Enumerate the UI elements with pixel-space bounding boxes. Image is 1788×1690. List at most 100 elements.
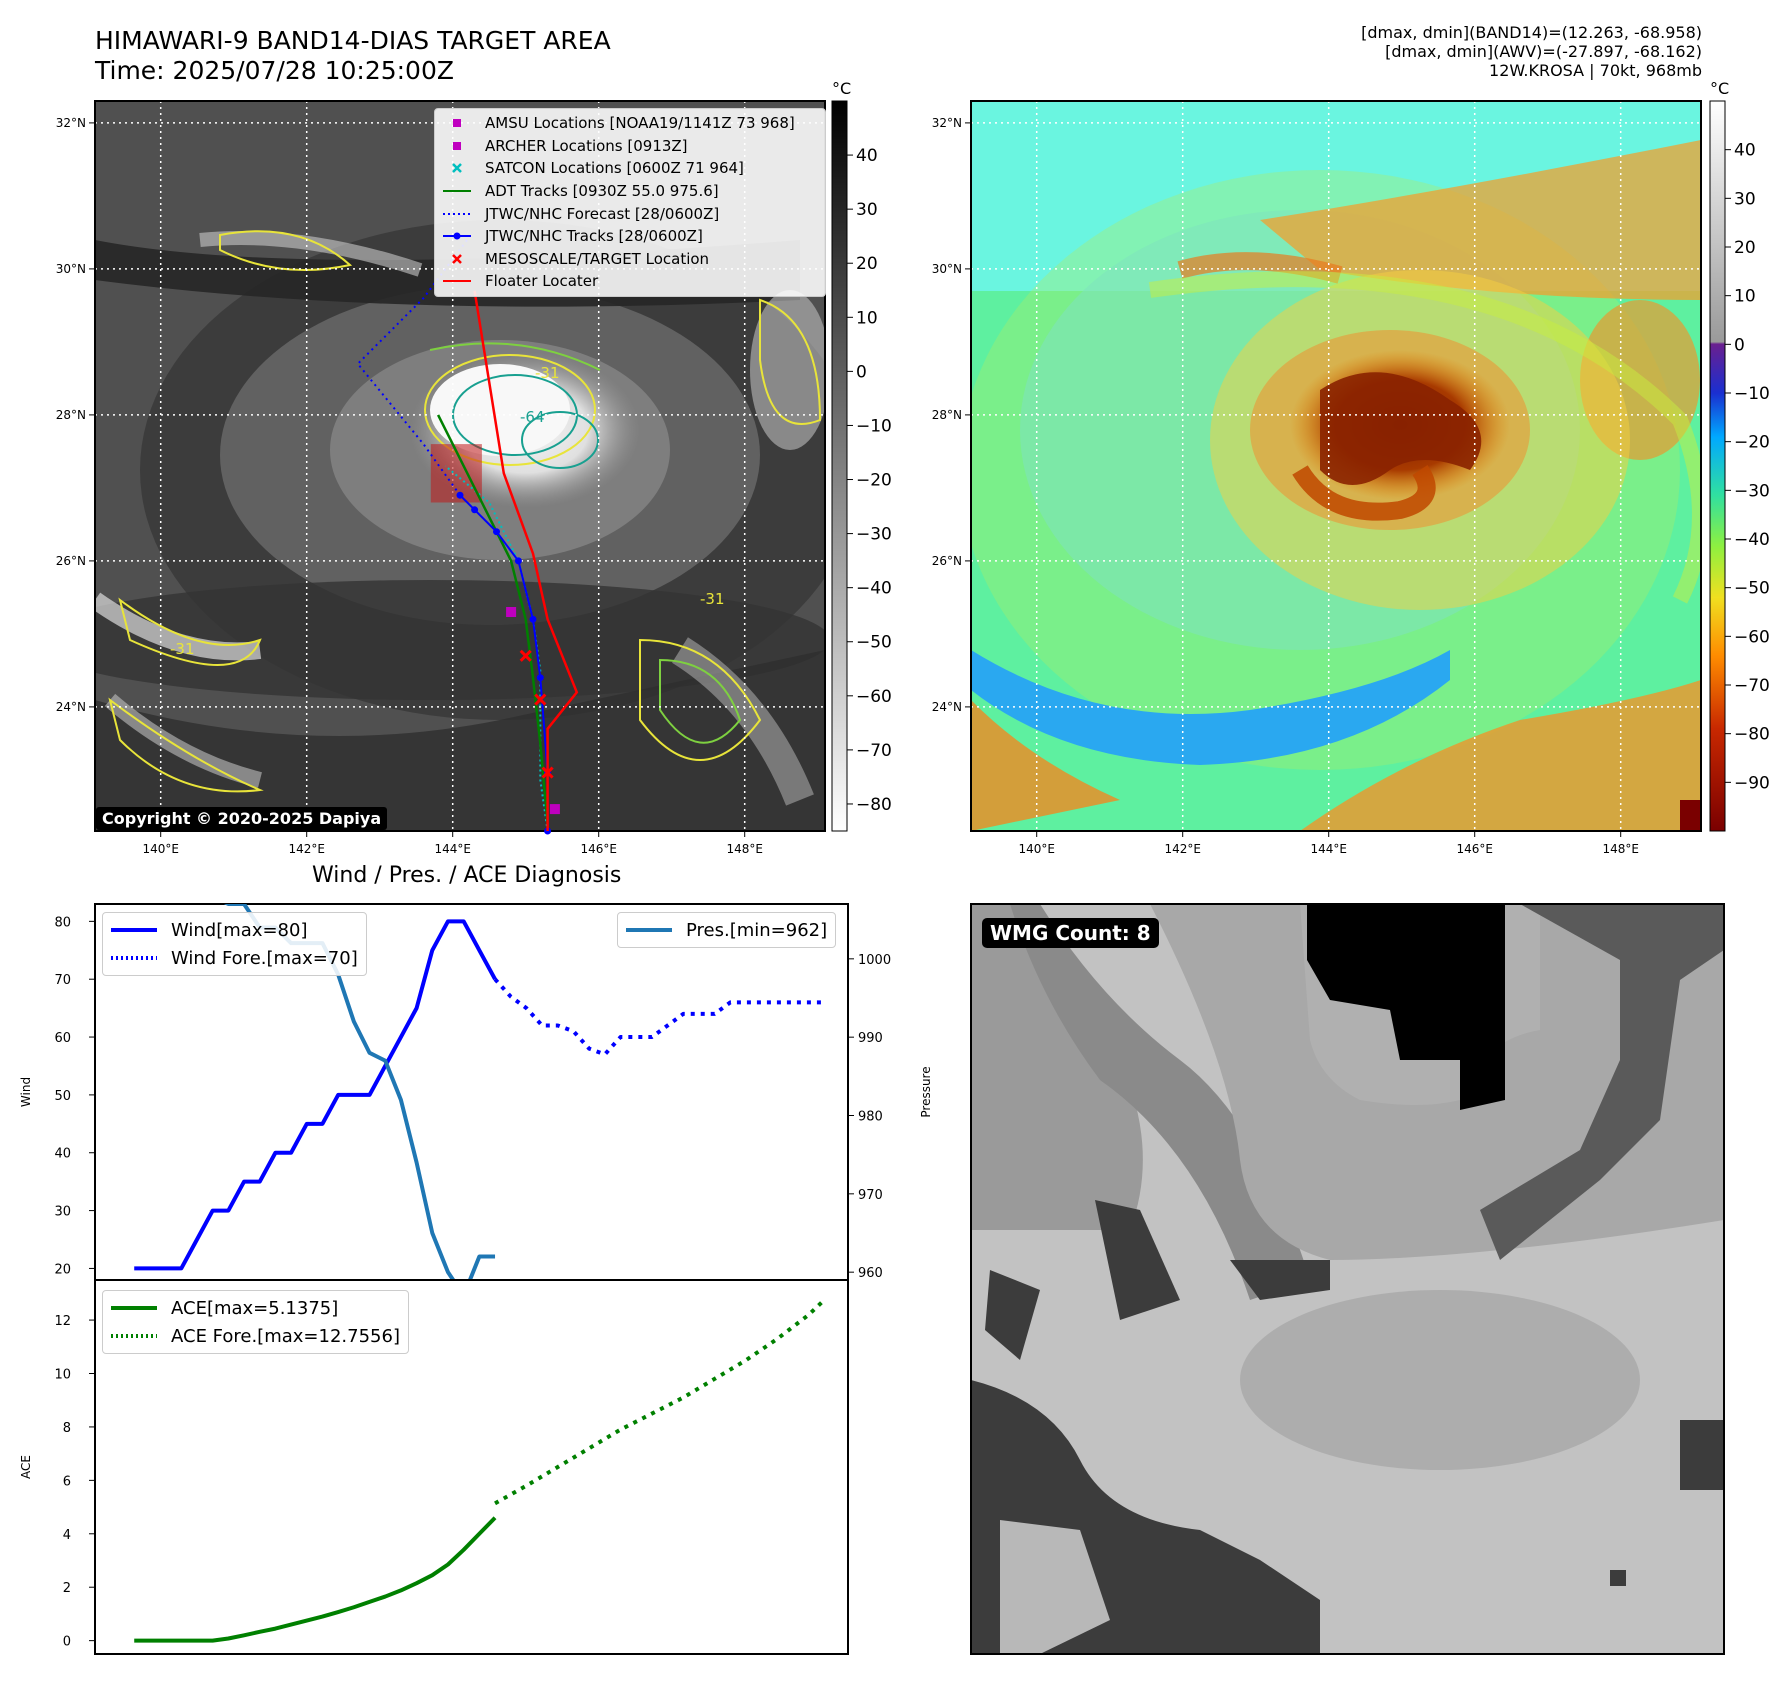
legend-label: Floater Locater xyxy=(485,272,599,291)
wind-legend: Wind[max=80] Wind Fore.[max=70] xyxy=(102,912,367,976)
colorbar-tick-label: −70 xyxy=(1734,676,1770,696)
lon-tick-label: 142°E xyxy=(288,842,325,856)
lon-tick-label: 144°E xyxy=(434,842,471,856)
legend-label: ACE Fore.[max=12.7556] xyxy=(171,1325,400,1347)
legend-swatch xyxy=(111,920,157,940)
awv-imagery xyxy=(971,101,1701,831)
map-legend: AMSU Locations [NOAA19/1141Z 73 968] ARCH… xyxy=(434,108,826,297)
colorbar-tick-label: −20 xyxy=(1734,433,1770,453)
legend-item: Floater Locater xyxy=(443,270,817,293)
lat-tick-label: 32°N xyxy=(56,116,86,130)
y-tick-label: 20 xyxy=(54,1262,71,1277)
contour-label: -31 xyxy=(535,364,560,382)
y2-tick-label: 960 xyxy=(858,1266,883,1281)
colorbar-tick-label: −80 xyxy=(1734,725,1770,745)
colorbar-tick-label: 30 xyxy=(1734,189,1756,209)
colorbar-tick-label: −30 xyxy=(856,525,892,545)
legend-item: Wind Fore.[max=70] xyxy=(111,944,358,972)
amsu-location-marker xyxy=(506,607,517,617)
colorbar-tick-label: −40 xyxy=(1734,530,1770,550)
colorbar-unit: °C xyxy=(1710,79,1729,98)
lat-tick-label: 24°N xyxy=(932,700,962,714)
legend-item: ACE[max=5.1375] xyxy=(111,1294,400,1322)
colorbar-tick-label: −70 xyxy=(856,741,892,761)
lon-tick-label: 144°E xyxy=(1310,842,1347,856)
colorbar-tick-label: 10 xyxy=(1734,287,1756,307)
legend-swatch xyxy=(443,113,471,133)
jtwc-track-point xyxy=(536,674,544,682)
colorbar-tick-label: 10 xyxy=(856,308,878,328)
legend-label: ACE[max=5.1375] xyxy=(171,1297,339,1319)
lon-tick-label: 140°E xyxy=(142,842,179,856)
wmg-frame xyxy=(970,903,1725,1655)
legend-label: Wind Fore.[max=70] xyxy=(171,947,358,969)
lat-tick-label: 26°N xyxy=(56,554,86,568)
colorbar-tick-label: 30 xyxy=(856,200,878,220)
legend-item: AMSU Locations [NOAA19/1141Z 73 968] xyxy=(443,112,817,135)
colorbar-tick-label: −60 xyxy=(1734,627,1770,647)
legend-item: MESOSCALE/TARGET Location xyxy=(443,248,817,271)
series-line xyxy=(493,977,825,1057)
target-location-marker xyxy=(534,693,547,706)
y2-tick-label: 990 xyxy=(858,1031,883,1046)
lon-tick-label: 146°E xyxy=(1456,842,1493,856)
jtwc-track-point xyxy=(529,615,537,623)
legend-swatch xyxy=(111,1326,157,1346)
colorbar-tick-label: −50 xyxy=(1734,579,1770,599)
colorbar-tick-label: 40 xyxy=(1734,141,1756,161)
legend-label: JTWC/NHC Forecast [28/0600Z] xyxy=(485,204,720,223)
legend-swatch xyxy=(111,1298,157,1318)
target-location-marker xyxy=(541,766,554,779)
awv-colorbar: 40 30 20 10 0 −10 −20 −30 −40 −50 −60 −70 −80 −90 °C xyxy=(1709,79,1770,832)
y-tick-label: 30 xyxy=(54,1205,71,1220)
ace-chart: 0 2 4 6 8 10 12 ACE xyxy=(19,1279,849,1655)
legend-label: JTWC/NHC Tracks [28/0600Z] xyxy=(485,227,703,246)
legend-swatch xyxy=(626,920,672,940)
legend-label: Wind[max=80] xyxy=(171,919,308,941)
colorbar-tick-label: −30 xyxy=(1734,481,1770,501)
lon-tick-label: 148°E xyxy=(1602,842,1639,856)
colorbar-tick-label: −50 xyxy=(856,633,892,653)
lat-tick-label: 32°N xyxy=(932,116,962,130)
y2-axis-label: Pressure xyxy=(919,1066,933,1117)
series-layer xyxy=(134,1298,826,1643)
satcon-track xyxy=(444,465,549,832)
legend-swatch xyxy=(443,249,471,269)
floater-locater-track xyxy=(473,290,579,831)
target-location-marker xyxy=(519,649,532,662)
y2-tick-label: 980 xyxy=(858,1110,883,1125)
legend-label: ADT Tracks [0930Z 55.0 975.6] xyxy=(485,182,719,201)
adt-track xyxy=(436,414,549,824)
band14-dmax-dmin: [dmax, dmin](BAND14)=(12.263, -68.958) xyxy=(1361,23,1702,42)
colorbar-tick-label: −90 xyxy=(1734,773,1770,793)
storm-tracks xyxy=(356,239,579,835)
y-tick-label: 80 xyxy=(54,915,71,930)
colorbar-tick-label: −40 xyxy=(856,579,892,599)
colorbar-tick-label: 0 xyxy=(856,362,867,382)
storm-id-intensity: 12W.KROSA | 70kt, 968mb xyxy=(1489,61,1702,80)
lat-tick-label: 30°N xyxy=(932,262,962,276)
contour-label: -64 xyxy=(520,408,545,426)
lat-tick-label: 28°N xyxy=(56,408,86,422)
title-satellite: HIMAWARI-9 BAND14-DIAS TARGET AREA xyxy=(95,26,611,55)
legend-swatch xyxy=(443,136,471,156)
y-tick-label: 2 xyxy=(63,1581,71,1596)
chart-frame xyxy=(94,1279,849,1655)
legend-label: SATCON Locations [0600Z 71 964] xyxy=(485,159,744,178)
legend-swatch xyxy=(443,158,471,178)
y-axis-label: ACE xyxy=(19,1455,33,1479)
map-frame xyxy=(94,100,826,832)
series-line xyxy=(494,1298,826,1506)
title-time: Time: 2025/07/28 10:25:00Z xyxy=(95,56,454,85)
y2-tick-label: 970 xyxy=(858,1188,883,1203)
lat-tick-label: 26°N xyxy=(932,554,962,568)
storm-info: [dmax, dmin](BAND14)=(12.263, -68.958) [… xyxy=(1361,23,1702,80)
lon-tick-label: 148°E xyxy=(726,842,763,856)
contour-label: -31 xyxy=(700,590,725,608)
ace-legend: ACE[max=5.1375] ACE Fore.[max=12.7556] xyxy=(102,1290,409,1354)
y-tick-label: 50 xyxy=(54,1089,71,1104)
awv-dmax-dmin: [dmax, dmin](AWV)=(-27.897, -68.162) xyxy=(1385,42,1702,61)
legend-item: Pres.[min=962] xyxy=(626,916,827,944)
legend-item: Wind[max=80] xyxy=(111,916,358,944)
